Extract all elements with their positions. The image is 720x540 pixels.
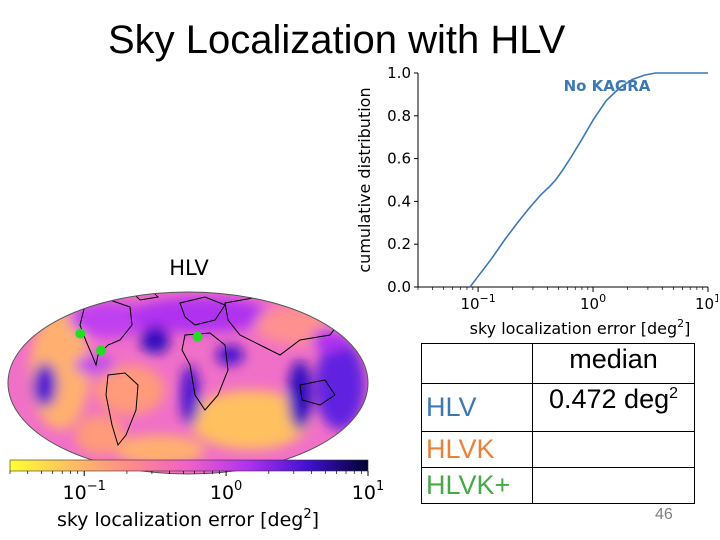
colorbar-tick-label: 10−1: [63, 479, 106, 504]
row-label-hlvk-plus: HLVK+: [426, 470, 511, 500]
detector-marker: [96, 345, 107, 356]
cdf-plot-area: 0.0 0.2 0.4 0.6 0.8 1.0 10−1 100 101: [387, 64, 718, 313]
cdf-x-tick-label: 10−1: [460, 292, 495, 313]
page-number: 46: [655, 506, 673, 523]
detector-marker: [192, 331, 203, 342]
table-row-label: HLVK: [421, 431, 533, 468]
table-row-label: HLVK+: [421, 467, 533, 504]
median-table: median HLV 0.472 deg2 HLVK HLVK+: [421, 343, 695, 504]
cdf-y-tick-label: 0.8: [387, 107, 411, 125]
cdf-annotation: No KAGRA: [564, 77, 651, 95]
cdf-x-tick-label: 100: [580, 292, 606, 313]
continent-outlines: [79, 292, 346, 447]
slide-title: Sky Localization with HLV: [108, 18, 566, 62]
row-label-hlv: HLV: [426, 392, 477, 422]
cdf-y-tick-label: 0.0: [387, 278, 411, 296]
cdf-x-tick-label: 101: [695, 292, 718, 313]
table-row-value: [532, 467, 695, 504]
cdf-y-axis-label: cumulative distribution: [355, 87, 374, 272]
cdf-y-tick-label: 0.4: [387, 192, 411, 210]
cdf-y-tick-label: 1.0: [387, 64, 411, 82]
table-row-value: 0.472 deg2: [532, 383, 695, 432]
cdf-y-tick-label: 0.6: [387, 150, 411, 168]
table-row-value: [532, 431, 695, 468]
table-row-label: HLV: [421, 383, 533, 432]
colorbar: [9, 459, 369, 472]
table-header-empty: [421, 343, 533, 384]
colorbar-tick-label: 100: [210, 479, 242, 504]
row-label-hlvk: HLVK: [426, 434, 495, 464]
cdf-series-line: [469, 72, 708, 288]
cdf-chart: 0.0 0.2 0.4 0.6 0.8 1.0 10−1 100 101 No KAGRA c…: [355, 64, 718, 338]
colorbar-tick-label: 101: [352, 479, 384, 504]
table-header-median: median: [532, 343, 695, 384]
sky-map-border: [7, 291, 369, 475]
colorbar-label: sky localization error [deg2]: [57, 507, 319, 531]
cdf-y-tick-label: 0.2: [387, 235, 411, 253]
cdf-x-axis-label: sky localization error [deg2]: [470, 317, 691, 338]
detector-marker: [75, 328, 86, 339]
sky-map-title: HLV: [169, 256, 209, 280]
sky-map-figure: HLV: [7, 256, 384, 531]
sky-map-heatmap: [8, 292, 368, 474]
